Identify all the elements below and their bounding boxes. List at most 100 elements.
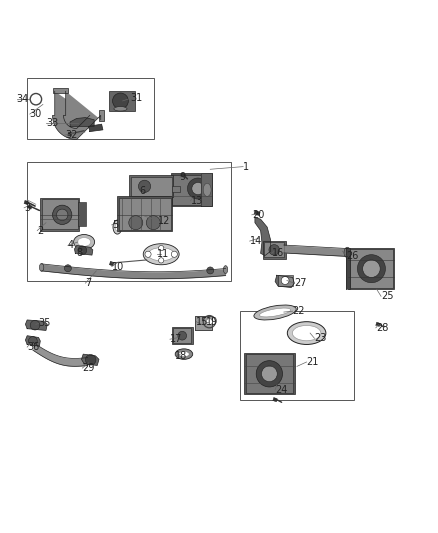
Bar (40, 198, 79, 231)
Ellipse shape (179, 351, 189, 357)
Polygon shape (28, 205, 32, 209)
Text: 8: 8 (77, 248, 83, 259)
Polygon shape (88, 124, 103, 132)
Circle shape (363, 260, 380, 278)
Polygon shape (24, 200, 28, 205)
Bar (117, 197, 172, 231)
Text: 30: 30 (30, 109, 42, 119)
Circle shape (187, 178, 208, 199)
Ellipse shape (344, 247, 350, 258)
Bar (109, 91, 135, 111)
Text: 33: 33 (46, 118, 58, 128)
Polygon shape (74, 246, 93, 255)
Circle shape (178, 332, 187, 340)
Polygon shape (25, 320, 47, 330)
Circle shape (256, 361, 283, 387)
Text: 26: 26 (346, 251, 358, 261)
Ellipse shape (254, 305, 296, 320)
Text: 14: 14 (250, 236, 262, 246)
Bar (172, 186, 180, 192)
Bar (119, 198, 171, 230)
Ellipse shape (148, 248, 174, 261)
Bar (350, 249, 393, 288)
Text: 21: 21 (307, 357, 319, 367)
Text: 2: 2 (37, 225, 43, 236)
Polygon shape (68, 132, 72, 136)
Ellipse shape (287, 322, 326, 344)
Polygon shape (181, 173, 185, 177)
Circle shape (192, 182, 204, 195)
Polygon shape (53, 91, 101, 140)
Circle shape (30, 320, 40, 330)
Bar (240, 311, 354, 400)
Polygon shape (275, 275, 294, 287)
Circle shape (159, 258, 164, 263)
Bar (129, 175, 173, 197)
Text: 25: 25 (381, 291, 394, 301)
Text: 11: 11 (157, 249, 169, 259)
Circle shape (129, 216, 143, 230)
Ellipse shape (78, 238, 91, 246)
Polygon shape (201, 173, 212, 206)
Bar (131, 177, 172, 196)
Polygon shape (81, 354, 99, 366)
Text: 27: 27 (294, 278, 307, 288)
Text: 16: 16 (272, 248, 284, 259)
Text: 19: 19 (206, 317, 218, 327)
Circle shape (57, 209, 68, 221)
Circle shape (171, 251, 177, 257)
Text: 18: 18 (175, 351, 187, 361)
Circle shape (261, 366, 277, 382)
Circle shape (138, 180, 151, 192)
Text: 22: 22 (293, 306, 305, 316)
Polygon shape (255, 217, 271, 255)
Text: 20: 20 (252, 210, 264, 220)
Text: 5: 5 (112, 220, 118, 230)
Bar (244, 353, 295, 394)
Ellipse shape (115, 223, 120, 231)
Text: 31: 31 (131, 93, 143, 103)
Text: 29: 29 (82, 363, 95, 373)
Bar (172, 174, 211, 205)
Text: 34: 34 (17, 94, 29, 104)
Circle shape (85, 354, 96, 365)
Ellipse shape (143, 244, 179, 265)
Bar (278, 275, 293, 286)
Text: 9: 9 (180, 172, 186, 182)
Text: 13: 13 (191, 196, 203, 206)
Text: 28: 28 (376, 323, 388, 333)
Text: 10: 10 (112, 262, 124, 271)
Circle shape (78, 246, 87, 255)
Text: 6: 6 (139, 185, 145, 196)
Circle shape (64, 265, 71, 272)
Polygon shape (254, 211, 260, 216)
Text: 36: 36 (27, 342, 39, 352)
Text: 1: 1 (243, 161, 249, 172)
Ellipse shape (114, 107, 127, 111)
Polygon shape (376, 322, 380, 327)
Bar (99, 110, 104, 120)
Ellipse shape (292, 326, 321, 341)
Bar (27, 162, 231, 280)
Text: 7: 7 (85, 278, 92, 288)
Bar (195, 317, 212, 330)
Bar (173, 328, 191, 343)
Bar (264, 243, 284, 257)
Polygon shape (346, 248, 350, 289)
Text: 4: 4 (68, 240, 74, 251)
Circle shape (28, 336, 37, 345)
Text: 24: 24 (275, 385, 287, 395)
Bar (53, 88, 68, 93)
Ellipse shape (203, 183, 211, 197)
Bar (172, 327, 193, 344)
Circle shape (281, 277, 289, 285)
Bar (348, 248, 394, 289)
Bar (246, 354, 293, 393)
Bar (263, 241, 286, 259)
Text: 15: 15 (196, 317, 208, 327)
Bar (171, 173, 212, 206)
Ellipse shape (113, 220, 122, 234)
Polygon shape (273, 398, 277, 402)
Circle shape (145, 251, 151, 257)
Circle shape (53, 205, 72, 224)
